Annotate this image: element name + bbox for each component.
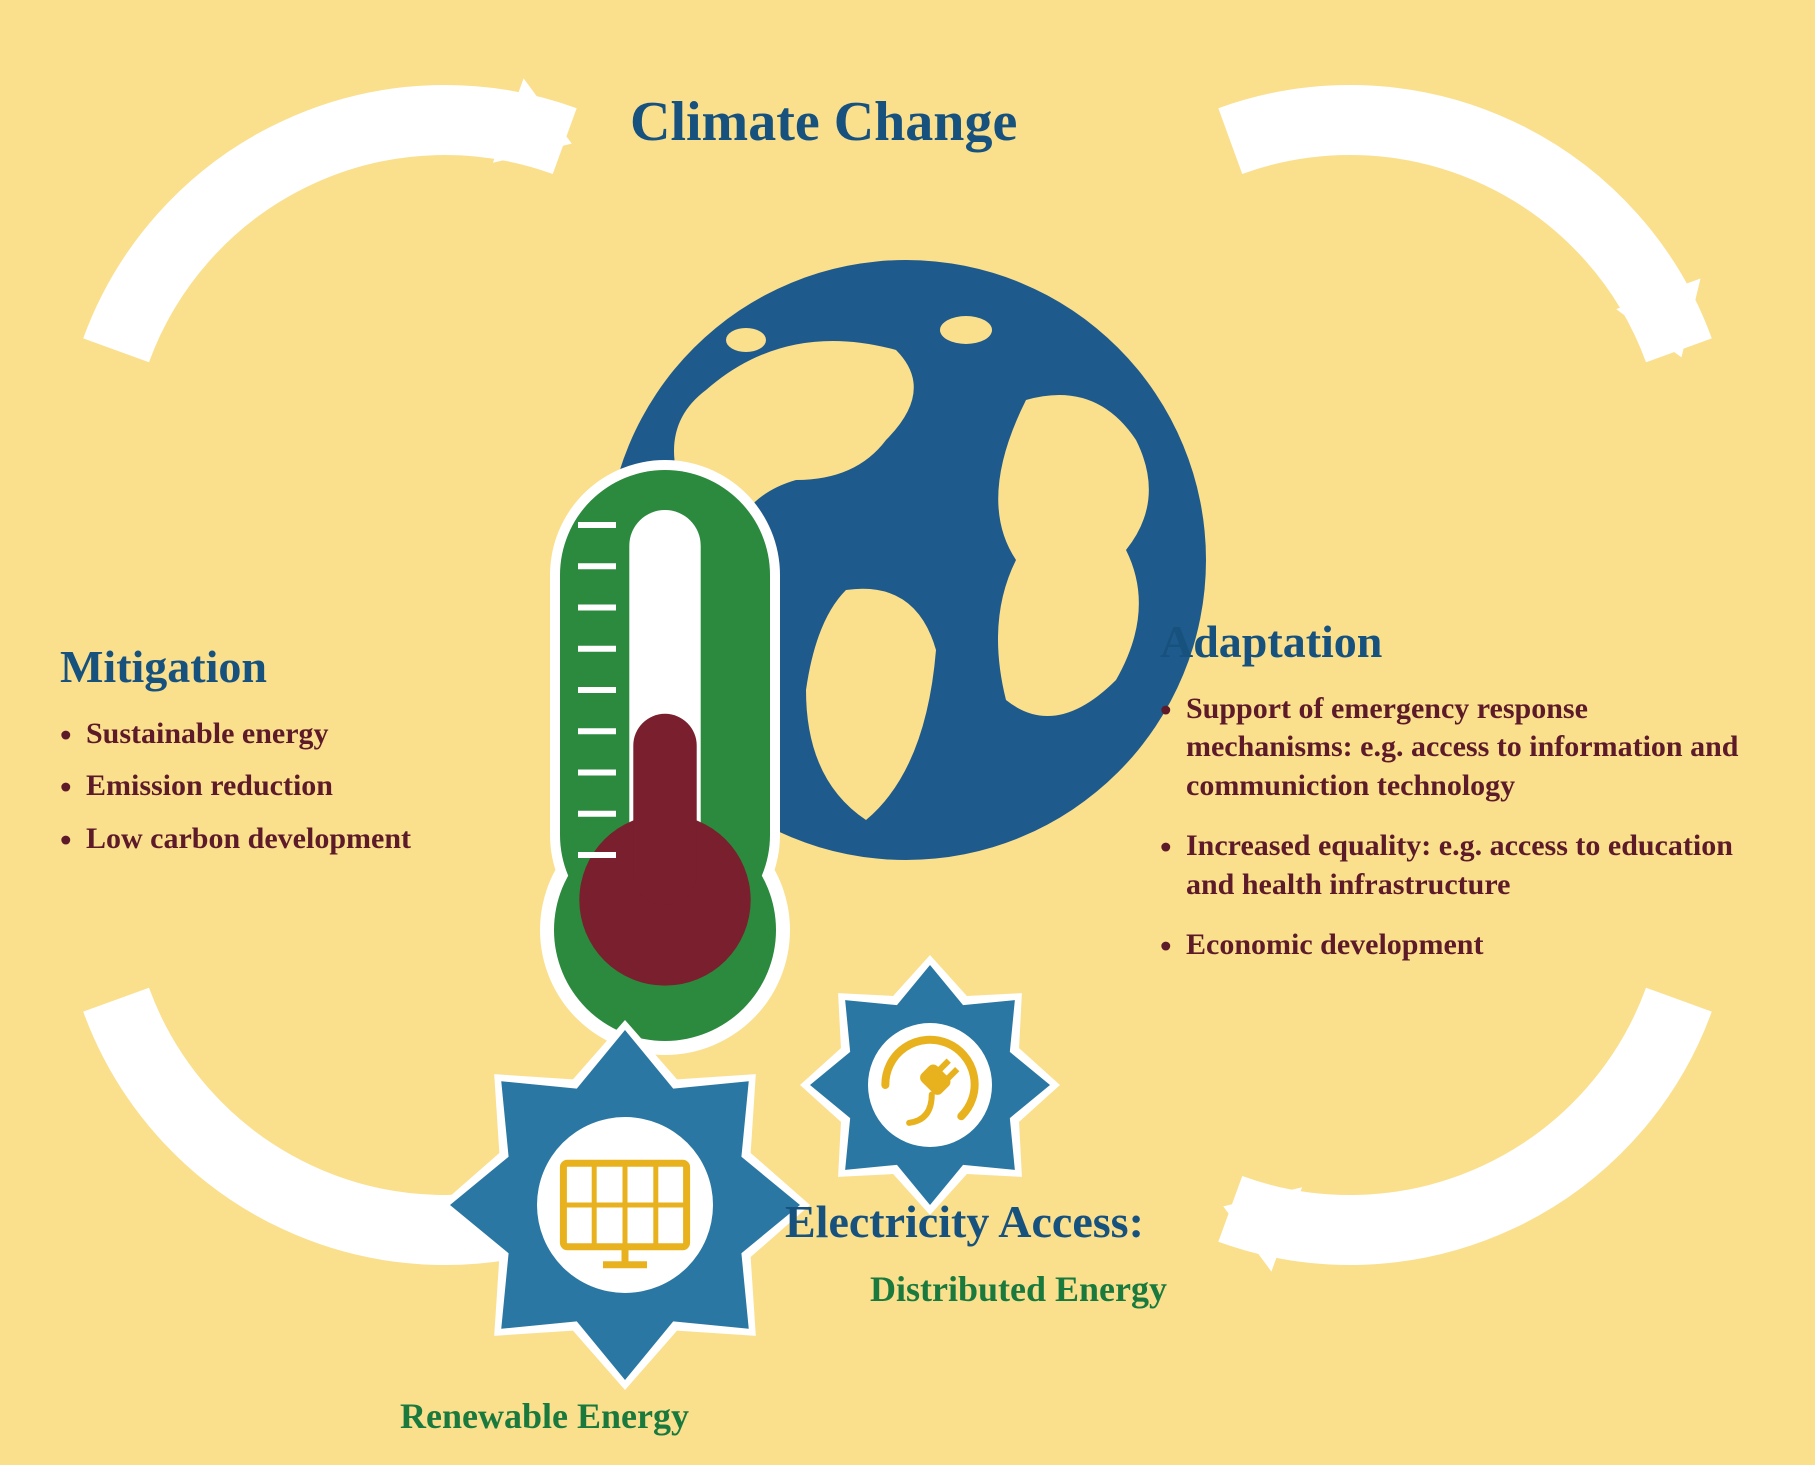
mitigation-bullet: Low carbon development xyxy=(60,820,510,858)
adaptation-block: Adaptation Support of emergency response… xyxy=(1160,615,1760,986)
mitigation-block: Mitigation Sustainable energy Emission re… xyxy=(60,640,510,872)
adaptation-bullet: Economic development xyxy=(1160,926,1760,964)
mitigation-heading: Mitigation xyxy=(60,640,510,693)
electricity-access-heading: Electricity Access: xyxy=(785,1195,1144,1248)
adaptation-bullet: Increased equality: e.g. access to educa… xyxy=(1160,827,1760,904)
gear-solar-icon xyxy=(440,1020,810,1390)
gear-plug-icon xyxy=(800,955,1060,1215)
mitigation-bullet: Emission reduction xyxy=(60,767,510,805)
adaptation-heading: Adaptation xyxy=(1160,615,1760,668)
title-climate-change: Climate Change xyxy=(630,90,1017,154)
mitigation-bullets: Sustainable energy Emission reduction Low … xyxy=(60,715,510,858)
mitigation-bullet: Sustainable energy xyxy=(60,715,510,753)
renewable-energy-label: Renewable Energy xyxy=(400,1395,689,1437)
thermometer-icon xyxy=(540,460,790,1055)
cycle-arrow-top-right xyxy=(1230,120,1679,350)
adaptation-bullets: Support of emergency response mechanisms… xyxy=(1160,690,1760,964)
adaptation-bullet: Support of emergency response mechanisms… xyxy=(1160,690,1760,805)
climate-cycle-infographic: Climate Change Mitigation Sustainable en… xyxy=(0,0,1815,1465)
distributed-energy-label: Distributed Energy xyxy=(870,1268,1167,1310)
